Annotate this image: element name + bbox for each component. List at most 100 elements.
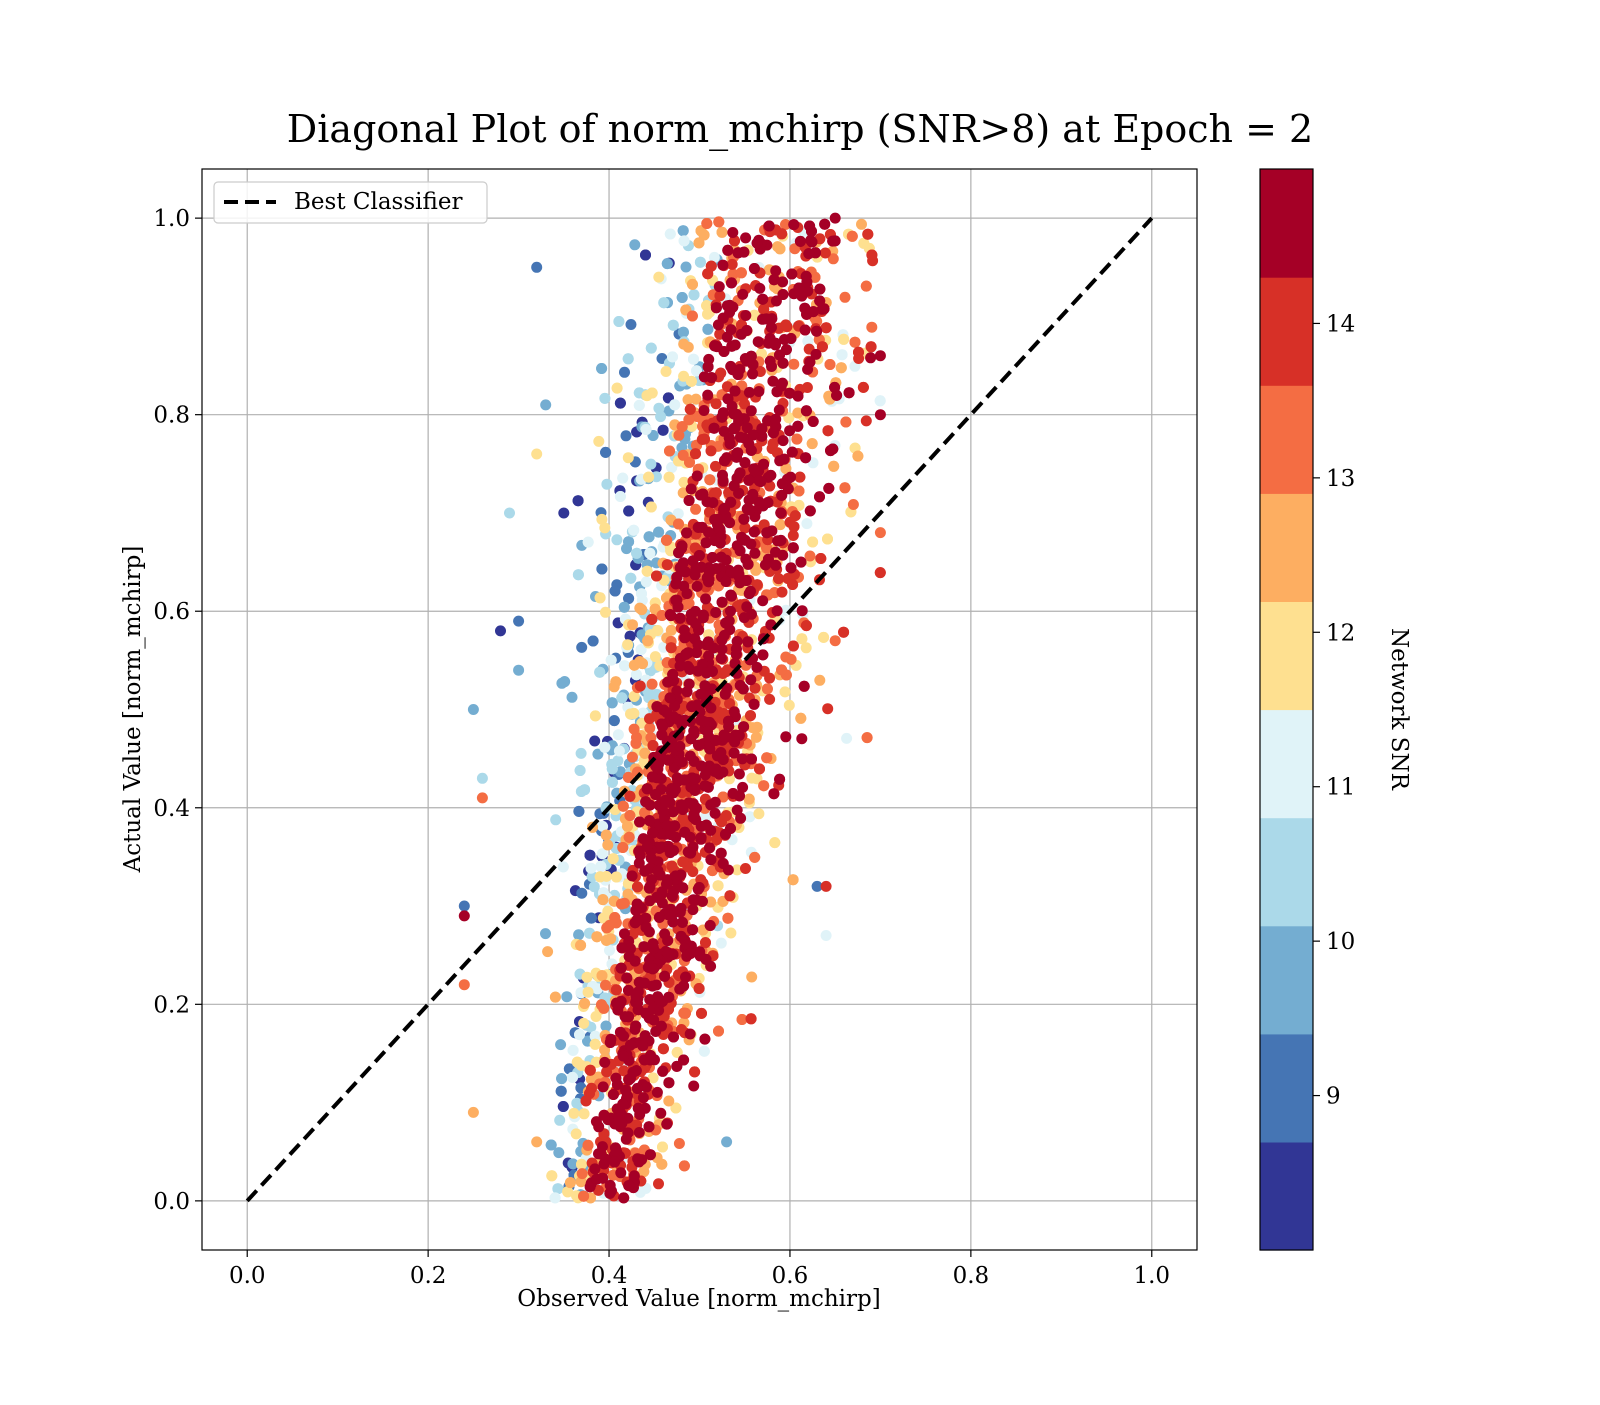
scatter-point-56 (623, 505, 635, 517)
scatter-point-3914 (637, 1040, 649, 1052)
scatter-point-3983 (725, 496, 737, 508)
scatter-point-2865 (745, 710, 756, 722)
scatter-point-3763 (715, 747, 727, 758)
scatter-point-4145 (734, 468, 746, 480)
scatter-point-3985 (785, 562, 797, 574)
scatter-point-4200 (710, 302, 722, 314)
scatter-point-864 (607, 853, 619, 865)
scatter-point-1660 (576, 1168, 588, 1180)
scatter-point-3400 (659, 928, 671, 940)
scatter-point-4096 (664, 609, 676, 621)
scatter-point-106 (811, 880, 823, 892)
scatter-point-4178 (715, 847, 727, 859)
scatter-point-3678 (745, 674, 757, 686)
scatter-point-4149 (745, 405, 757, 417)
scatter-point-3975 (738, 513, 750, 525)
scatter-point-111 (573, 805, 585, 817)
scatter-point-3824 (660, 796, 672, 808)
scatter-point-4055 (647, 1003, 659, 1015)
scatter-point-3671 (638, 941, 650, 953)
scatter-point-1285 (682, 394, 694, 406)
scatter-point-3977 (786, 268, 798, 280)
x-tick-label-4: 0.8 (953, 1263, 990, 1289)
scatter-point-290 (586, 871, 598, 882)
scatter-point-1571 (761, 752, 773, 764)
scatter-point-1026 (800, 642, 812, 654)
scatter-point-4180 (661, 707, 673, 718)
scatter-point-953 (600, 870, 612, 882)
scatter-point-29 (572, 495, 584, 507)
scatter-point-2176 (646, 613, 658, 625)
colorbar-tick-label-2: 11 (1326, 775, 1355, 801)
scatter-point-816 (649, 651, 661, 663)
scatter-point-275 (650, 471, 662, 483)
scatter-point-238 (702, 323, 714, 335)
scatter-point-187 (629, 239, 641, 251)
x-axis-label: Observed Value [norm_mchirp] (517, 1286, 880, 1312)
scatter-point-2716 (764, 480, 776, 492)
scatter-point-3597 (663, 1077, 675, 1089)
scatter-point-1722 (690, 503, 702, 515)
scatter-point-3852 (634, 849, 646, 861)
scatter-point-3190 (748, 526, 760, 538)
scatter-point-1474 (678, 338, 690, 350)
scatter-point-2951 (666, 860, 678, 872)
scatter-point-2489 (773, 573, 785, 585)
scatter-point-1716 (761, 542, 773, 554)
scatter-point-867 (643, 471, 655, 483)
colorbar-segment-5 (1260, 601, 1313, 711)
scatter-point-719 (589, 1038, 601, 1050)
scatter-point-1865 (626, 751, 638, 763)
scatter-point-4054 (665, 829, 677, 840)
scatter-point-979 (653, 271, 665, 283)
scatter-point-2323 (729, 235, 740, 247)
scatter-point-4067 (699, 769, 711, 781)
scatter-point-625 (715, 937, 727, 949)
scatter-point-4036 (740, 310, 752, 321)
scatter-point-4009 (664, 692, 676, 704)
scatter-point-302 (667, 319, 679, 331)
scatter-point-4124 (799, 324, 811, 336)
scatter-point-741 (599, 522, 611, 534)
scatter-point-4215 (725, 605, 736, 617)
scatter-point-1840 (839, 291, 851, 303)
scatter-point-3300 (651, 1086, 663, 1098)
scatter-point-4172 (675, 799, 687, 811)
scatter-point-2492 (865, 341, 877, 353)
scatter-point-3222 (722, 244, 734, 256)
scatter-point-1334 (772, 241, 784, 253)
scatter-point-3408 (681, 527, 693, 539)
scatter-point-489 (678, 235, 690, 247)
scatter-point-3755 (640, 1081, 652, 1093)
scatter-point-471 (557, 861, 569, 873)
scatter-point-3505 (674, 906, 686, 918)
scatter-point-3960 (704, 566, 715, 578)
scatter-point-3793 (655, 773, 667, 785)
scatter-point-3869 (650, 789, 662, 800)
scatter-point-3348 (637, 1092, 649, 1104)
scatter-point-3872 (761, 527, 773, 539)
scatter-point-4113 (679, 826, 691, 838)
scatter-point-547 (672, 508, 684, 520)
scatter-point-3902 (627, 1066, 639, 1078)
scatter-point-3749 (746, 753, 757, 765)
scatter-point-3849 (784, 425, 796, 437)
scatter-point-3132 (780, 731, 792, 743)
scatter-point-3699 (804, 220, 816, 232)
scatter-point-3998 (743, 438, 755, 450)
scatter-point-1121 (705, 896, 717, 908)
scatter-point-495 (688, 353, 699, 365)
scatter-point-1093 (627, 619, 638, 631)
scatter-point-1204 (814, 674, 826, 686)
scatter-point-206 (623, 536, 635, 548)
scatter-point-2583 (711, 834, 723, 846)
scatter-point-3932 (702, 781, 714, 793)
scatter-point-1703 (617, 800, 629, 812)
scatter-point-4211 (662, 947, 674, 959)
scatter-point-740 (568, 1107, 580, 1119)
scatter-point-3128 (621, 972, 633, 984)
scatter-point-4118 (720, 554, 732, 566)
scatter-point-1198 (852, 450, 864, 462)
scatter-point-485 (669, 399, 681, 411)
scatter-point-127 (513, 664, 525, 676)
